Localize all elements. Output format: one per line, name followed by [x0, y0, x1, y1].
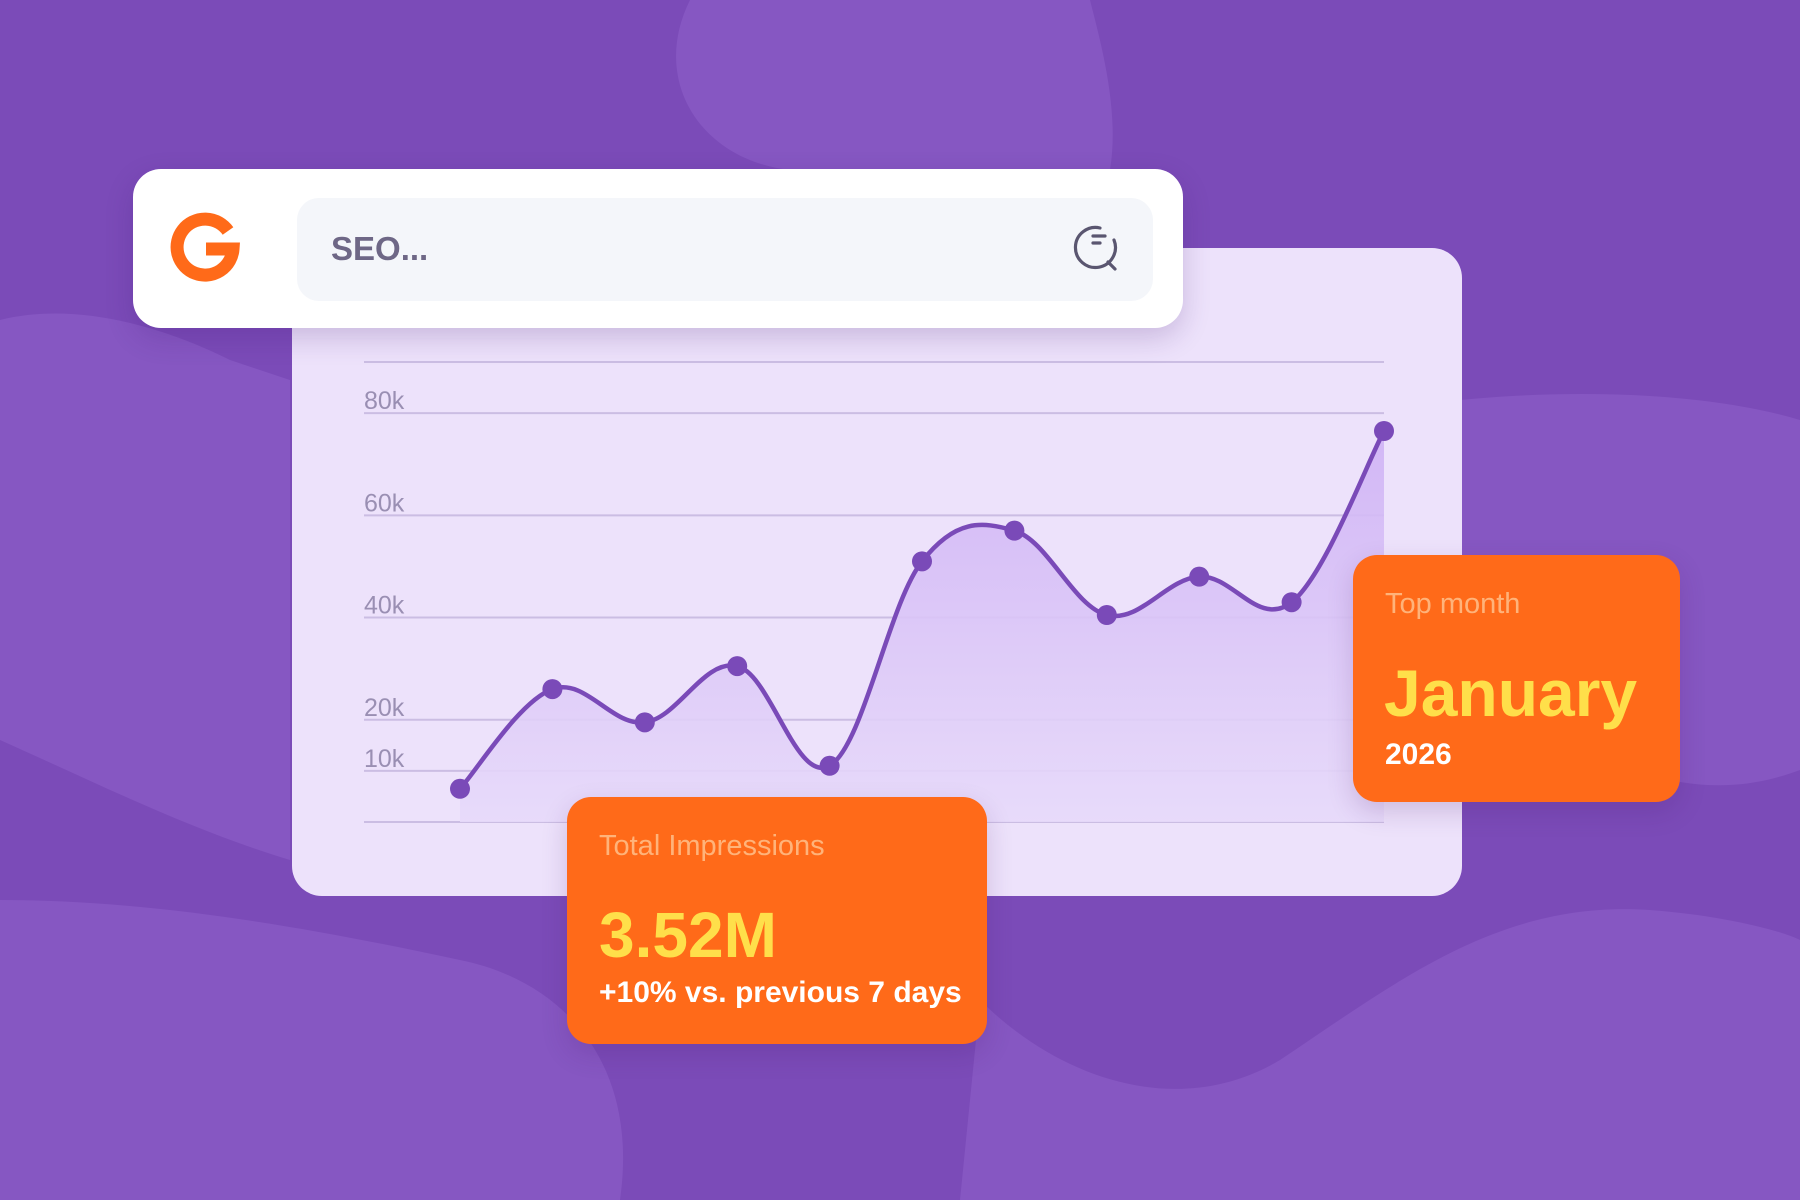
data-point — [634, 712, 655, 733]
data-point — [1281, 592, 1302, 613]
top-month-label: Top month — [1385, 588, 1521, 620]
area-fill — [460, 431, 1384, 822]
top-month-year: 2026 — [1385, 738, 1452, 771]
y-tick-label: 10k — [364, 745, 405, 773]
search-field — [297, 198, 1153, 301]
top-month-card: Top month January 2026 — [1353, 555, 1680, 802]
series-line — [457, 428, 1387, 792]
data-point — [912, 551, 932, 572]
g-logo-icon — [170, 212, 240, 282]
data-point — [1096, 605, 1117, 625]
data-point — [450, 778, 470, 799]
y-tick-label: 40k — [364, 592, 405, 620]
data-point — [542, 679, 563, 700]
impressions-label: Total Impressions — [599, 830, 825, 862]
top-month-value: January — [1384, 656, 1638, 730]
total-impressions-card: Total Impressions 3.52M +10% vs. previou… — [567, 797, 987, 1044]
y-tick-label: 20k — [364, 694, 405, 722]
y-tick-label: 80k — [364, 387, 405, 415]
data-point — [819, 755, 840, 776]
search-loading-icon[interactable] — [1067, 220, 1125, 278]
y-tick-label: 60k — [364, 489, 405, 517]
impressions-change: +10% vs. previous 7 days — [599, 976, 962, 1009]
data-point — [1004, 520, 1025, 541]
impressions-value: 3.52M — [599, 899, 777, 971]
search-input[interactable] — [329, 218, 1013, 280]
data-point — [727, 656, 748, 677]
data-point — [1374, 421, 1394, 441]
data-point — [1189, 566, 1210, 587]
